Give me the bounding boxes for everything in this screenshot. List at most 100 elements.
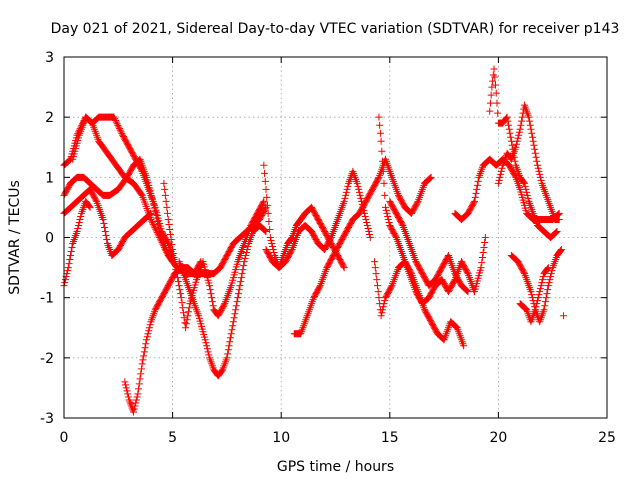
data-point (184, 312, 192, 320)
series-track-16 (486, 65, 561, 241)
y-tick-label: -2 (40, 351, 54, 367)
data-point (147, 209, 155, 217)
data-point (204, 348, 212, 356)
data-point (555, 215, 563, 223)
data-point (529, 137, 537, 145)
data-point (270, 249, 278, 257)
data-point (528, 291, 536, 299)
data-point (490, 65, 498, 73)
data-point (374, 175, 382, 183)
data-point (505, 121, 513, 129)
data-point (398, 220, 406, 228)
data-point (130, 405, 138, 413)
data-point (167, 236, 175, 244)
data-point (536, 173, 544, 181)
data-point (535, 291, 543, 299)
data-point (226, 338, 234, 346)
data-point (515, 128, 523, 136)
data-point (355, 185, 363, 193)
data-point (236, 282, 244, 290)
data-point (373, 276, 381, 284)
data-point (515, 131, 523, 139)
data-point (528, 133, 536, 141)
data-point (375, 113, 383, 121)
data-point (426, 175, 434, 183)
data-point (326, 235, 334, 243)
data-point (269, 246, 277, 254)
data-point (503, 113, 511, 121)
data-point (494, 109, 502, 117)
data-point (234, 290, 242, 298)
data-point (162, 197, 170, 205)
data-point (384, 215, 392, 223)
data-point (136, 375, 144, 383)
data-point (203, 345, 211, 353)
data-point (166, 225, 174, 233)
data-point (140, 352, 148, 360)
data-point (377, 137, 385, 145)
data-points (60, 65, 568, 416)
data-point (266, 225, 274, 233)
data-point (524, 194, 532, 202)
data-point (527, 288, 535, 296)
data-point (142, 340, 150, 348)
data-point (538, 279, 546, 287)
data-point (153, 214, 161, 222)
data-point (151, 204, 158, 212)
data-point (533, 300, 541, 308)
data-point (383, 209, 391, 217)
data-point (264, 209, 272, 217)
data-point (232, 306, 240, 314)
data-point (86, 203, 94, 211)
data-point (496, 173, 504, 181)
data-point (182, 324, 190, 332)
data-point (502, 114, 510, 122)
data-point (201, 336, 209, 344)
data-point (287, 235, 295, 243)
data-point (164, 215, 172, 223)
data-point (74, 224, 82, 232)
data-point (533, 297, 541, 305)
data-point (537, 282, 545, 290)
series-track-8 (175, 221, 270, 380)
data-point (517, 121, 525, 129)
data-point (206, 286, 214, 294)
data-point (512, 143, 520, 151)
data-point (235, 286, 243, 294)
data-point (178, 299, 186, 307)
data-point (478, 259, 486, 267)
data-point (471, 193, 479, 201)
data-point (76, 215, 84, 223)
data-point (145, 327, 153, 335)
data-point (372, 270, 380, 278)
data-point (450, 277, 458, 285)
data-point (530, 141, 538, 149)
data-point (164, 238, 172, 246)
data-point (535, 167, 543, 175)
data-point (244, 243, 252, 251)
data-point (355, 188, 363, 196)
data-point (340, 264, 348, 272)
data-point (316, 283, 324, 291)
data-point (526, 121, 534, 129)
series-track-7 (160, 179, 268, 332)
data-point (525, 113, 533, 121)
data-point (486, 107, 494, 115)
data-point (223, 354, 231, 362)
data-point (114, 121, 122, 129)
data-point (526, 117, 534, 125)
data-point (66, 156, 74, 164)
data-point (227, 334, 235, 342)
data-point (206, 282, 214, 290)
data-point (185, 304, 193, 312)
data-point (67, 248, 75, 256)
data-point (100, 219, 108, 227)
data-point (373, 282, 381, 290)
data-point (161, 191, 169, 199)
data-point (557, 246, 565, 254)
data-point (533, 157, 541, 165)
data-point (238, 270, 246, 278)
data-point (145, 324, 153, 332)
data-point (124, 393, 132, 401)
data-point (233, 298, 241, 306)
